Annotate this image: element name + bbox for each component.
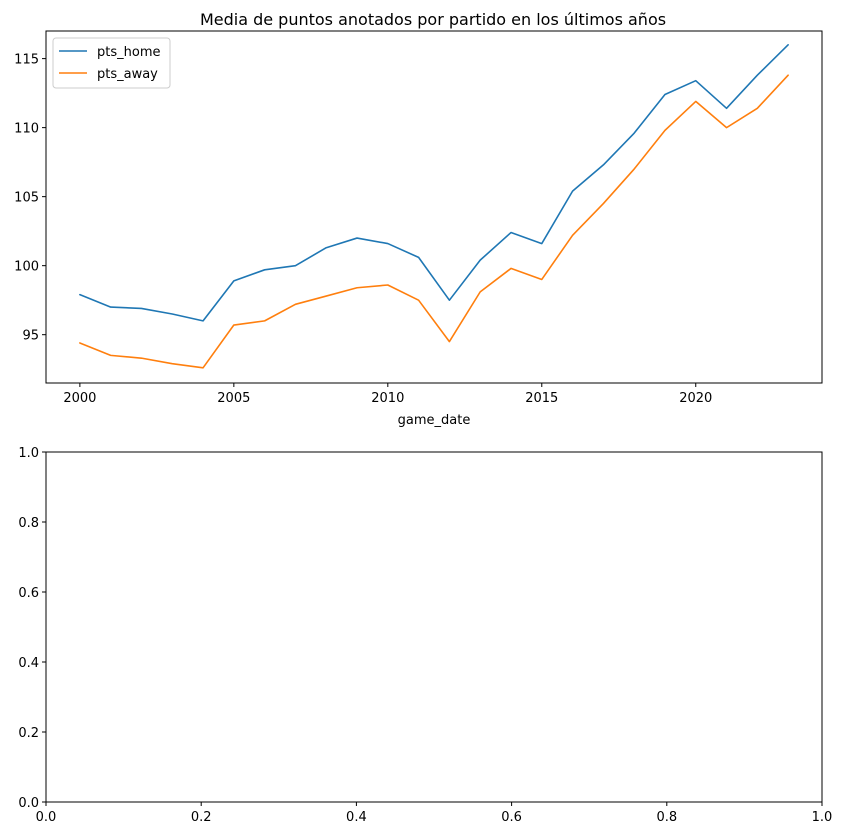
- y-tick-label: 0.8: [18, 516, 39, 531]
- bottom-plot-frame: [45, 451, 823, 803]
- top-plot-frame: [45, 30, 823, 384]
- x-tick-label: 0.6: [501, 810, 522, 825]
- x-axis-ticks: 0.0 0.2 0.4 0.6 0.8 1.0: [36, 802, 833, 825]
- x-tick-label: 2010: [371, 391, 404, 406]
- x-tick-label: 2000: [63, 391, 96, 406]
- x-tick-label: 0.0: [36, 810, 57, 825]
- y-tick-label: 0.6: [18, 586, 39, 601]
- x-axis-label: game_date: [398, 413, 471, 428]
- x-tick-label: 2015: [525, 391, 558, 406]
- x-tick-label: 0.8: [656, 810, 677, 825]
- y-tick-label: 0.4: [18, 656, 39, 671]
- x-tick-label: 0.4: [346, 810, 367, 825]
- x-tick-label: 2005: [217, 391, 250, 406]
- y-tick-label: 0.0: [18, 796, 39, 811]
- bottom-chart: 0.0 0.2 0.4 0.6 0.8 1.0 0.0 0.2 0.4 0.6 0.8 1.0: [18, 446, 832, 825]
- x-axis-ticks: 2000 2005 2010 2015 2020: [63, 383, 712, 406]
- y-axis-ticks: 0.0 0.2 0.4 0.6 0.8 1.0: [18, 446, 46, 811]
- chart-title: Media de puntos anotados por partido en …: [200, 10, 666, 29]
- y-tick-label: 0.2: [18, 726, 39, 741]
- series-line-pts-home: [79, 43, 789, 322]
- legend-label-pts-away: pts_away: [97, 67, 158, 82]
- x-tick-label: 1.0: [812, 810, 833, 825]
- y-axis-ticks: 95 100 105 110 115: [14, 53, 46, 344]
- y-tick-label: 115: [14, 53, 39, 68]
- y-tick-label: 110: [14, 122, 39, 137]
- series-lines: [79, 43, 789, 369]
- top-chart: Media de puntos anotados por partido en …: [14, 10, 823, 428]
- x-tick-label: 2020: [679, 391, 712, 406]
- legend-label-pts-home: pts_home: [97, 45, 160, 60]
- x-tick-label: 0.2: [191, 810, 212, 825]
- y-tick-label: 105: [14, 191, 39, 206]
- y-tick-label: 95: [22, 329, 39, 344]
- legend: pts_home pts_away: [52, 37, 171, 89]
- y-tick-label: 1.0: [18, 446, 39, 461]
- y-tick-label: 100: [14, 260, 39, 275]
- series-line-pts-away: [79, 74, 789, 369]
